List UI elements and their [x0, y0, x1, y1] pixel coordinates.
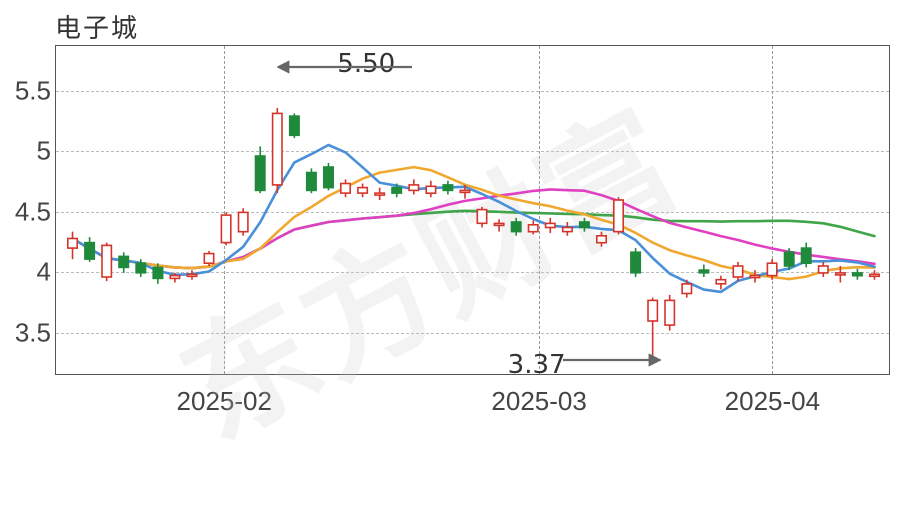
- candle-body[interactable]: [597, 236, 606, 243]
- candle-body[interactable]: [443, 185, 452, 191]
- candle-body[interactable]: [512, 222, 521, 232]
- candle-body[interactable]: [239, 212, 248, 231]
- candle-body[interactable]: [665, 300, 674, 325]
- candle-body[interactable]: [221, 215, 230, 243]
- candle-body[interactable]: [307, 173, 316, 191]
- candle-body[interactable]: [767, 263, 776, 275]
- candle-body[interactable]: [631, 252, 640, 273]
- candle-body[interactable]: [546, 223, 555, 227]
- candle-body[interactable]: [716, 280, 725, 284]
- candle-body[interactable]: [477, 210, 486, 224]
- candle-body[interactable]: [68, 239, 77, 249]
- candle-body[interactable]: [460, 190, 469, 192]
- ma-line-green: [73, 211, 875, 268]
- candle-body[interactable]: [170, 276, 179, 279]
- candle-body[interactable]: [648, 300, 657, 321]
- candle-body[interactable]: [819, 266, 828, 273]
- candle-body[interactable]: [341, 184, 350, 194]
- candle-body[interactable]: [426, 186, 435, 193]
- candle-body[interactable]: [409, 185, 418, 191]
- y-tick-5.00: 5: [6, 135, 51, 166]
- candle-body[interactable]: [187, 274, 196, 276]
- candle-body[interactable]: [529, 225, 538, 232]
- x-tick-2025-04: 2025-04: [725, 386, 820, 417]
- y-tick-4.50: 4.5: [6, 196, 51, 227]
- candle-body[interactable]: [682, 284, 691, 294]
- ma-line-pink: [73, 189, 875, 268]
- y-tick-5.50: 5.5: [6, 75, 51, 106]
- candle-body[interactable]: [85, 243, 94, 260]
- candle-body[interactable]: [273, 113, 282, 184]
- y-tick-4.00: 4: [6, 257, 51, 288]
- candle-body[interactable]: [580, 222, 589, 228]
- candle-body[interactable]: [358, 188, 367, 194]
- annotation-arrow-low: [558, 352, 668, 372]
- candle-body[interactable]: [733, 266, 742, 277]
- x-tick-2025-02: 2025-02: [177, 386, 272, 417]
- candle-body[interactable]: [699, 270, 708, 273]
- ma-line-blue: [73, 145, 875, 292]
- candle-body[interactable]: [494, 223, 503, 225]
- candle-body[interactable]: [870, 274, 879, 276]
- candle-body[interactable]: [136, 263, 145, 273]
- candle-body[interactable]: [119, 256, 128, 267]
- annotation-arrow-high: [277, 59, 417, 79]
- chart-canvas: [56, 46, 891, 376]
- candle-body[interactable]: [204, 254, 213, 264]
- candle-body[interactable]: [853, 273, 862, 276]
- ma-line-orange: [73, 167, 875, 279]
- candle-body[interactable]: [324, 167, 333, 188]
- candle-body[interactable]: [256, 156, 265, 190]
- x-tick-2025-03: 2025-03: [491, 386, 586, 417]
- plot-area: 东方财富 5.5 5 4.5 4 3.5 2025-02 2025-03 202…: [55, 45, 890, 375]
- candlestick-series: [68, 108, 879, 360]
- chart-title: 电子城: [55, 8, 139, 45]
- candle-body[interactable]: [836, 273, 845, 275]
- candle-body[interactable]: [375, 193, 384, 195]
- candle-body[interactable]: [750, 276, 759, 278]
- candle-body[interactable]: [614, 200, 623, 232]
- candle-body[interactable]: [153, 267, 162, 278]
- moving-average-lines: [73, 145, 875, 292]
- candle-body[interactable]: [392, 188, 401, 194]
- candle-body[interactable]: [290, 116, 299, 135]
- candle-body[interactable]: [785, 252, 794, 266]
- y-tick-3.50: 3.5: [6, 318, 51, 349]
- candle-body[interactable]: [802, 248, 811, 263]
- candle-body[interactable]: [102, 245, 111, 277]
- candle-body[interactable]: [563, 228, 572, 232]
